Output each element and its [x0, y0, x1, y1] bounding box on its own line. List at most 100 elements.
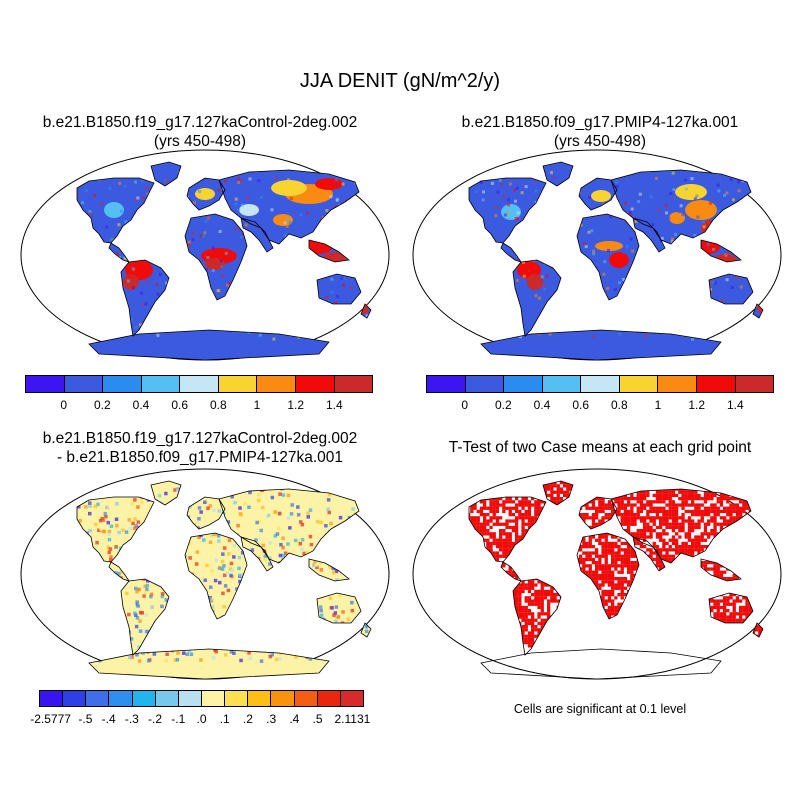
panel-3-title-line2: - b.e21.B1850.f09_g17.PMIP4-127ka.001 — [56, 449, 344, 466]
grid-cell — [290, 503, 294, 507]
significant-cell — [623, 509, 628, 514]
significant-cell — [620, 570, 624, 574]
significant-cell — [588, 567, 592, 571]
grid-cell — [217, 509, 222, 513]
significant-cell — [505, 545, 509, 549]
grid-cell — [145, 594, 150, 598]
significant-cell — [687, 522, 692, 526]
significant-cell — [585, 545, 589, 549]
significant-cell — [502, 532, 506, 536]
significant-cell — [710, 506, 714, 510]
significant-cell — [604, 548, 608, 552]
significant-cell — [620, 596, 624, 600]
significant-cell — [681, 513, 685, 517]
grid-cell — [136, 604, 140, 608]
grid-cell — [289, 512, 294, 516]
grid-cell — [234, 202, 238, 206]
grid-cell — [116, 252, 120, 256]
significant-cell — [502, 551, 506, 555]
significant-cell — [636, 509, 640, 514]
significant-cell — [716, 497, 720, 501]
significant-cell — [495, 522, 500, 526]
grid-cell — [158, 273, 162, 276]
significant-cell — [473, 519, 477, 523]
significant-cell — [620, 541, 624, 546]
significant-cell — [665, 513, 669, 517]
significant-cell — [595, 567, 599, 571]
significant-cell — [668, 545, 672, 549]
grid-cell — [352, 496, 357, 500]
significant-cell — [515, 516, 519, 520]
significant-cell — [553, 484, 557, 488]
significant-cell — [668, 503, 672, 507]
significant-cell — [495, 538, 500, 542]
significant-cell — [694, 541, 698, 546]
significant-cell — [703, 509, 708, 514]
grid-cell — [325, 209, 329, 212]
significant-cell — [611, 535, 615, 539]
grid-cell — [672, 188, 676, 191]
grid-cell — [138, 629, 143, 633]
grid-cell — [210, 597, 214, 602]
significant-cell — [713, 487, 717, 491]
grid-cell — [88, 504, 92, 508]
grid-cell — [522, 274, 526, 278]
grid-cell — [197, 535, 201, 539]
significant-cell — [649, 548, 653, 552]
grid-cell — [278, 492, 282, 496]
significant-cell — [707, 493, 711, 498]
significant-cell — [611, 586, 615, 590]
significant-cell — [515, 586, 519, 590]
significant-cell — [607, 506, 612, 510]
significant-cell — [604, 570, 608, 574]
panel-2-title-line1: b.e21.B1850.f09_g17.PMIP4-127ka.001 — [461, 114, 739, 131]
significant-cell — [527, 516, 532, 520]
significant-cell — [697, 545, 701, 549]
significant-cell — [681, 529, 685, 533]
significant-cell — [627, 551, 631, 555]
grid-cell — [302, 551, 306, 556]
significant-cell — [611, 602, 615, 606]
significant-cell — [697, 522, 701, 526]
significant-cell — [630, 513, 634, 517]
significant-cell — [604, 567, 608, 571]
significant-cell — [643, 516, 647, 520]
significant-cell — [630, 532, 634, 536]
grid-cell — [229, 573, 233, 578]
significant-cell — [636, 500, 640, 504]
grid-cell — [152, 652, 157, 656]
grid-cell — [615, 180, 619, 184]
significant-cell — [681, 500, 685, 504]
grid-cell — [299, 213, 303, 217]
significant-cell — [691, 551, 695, 555]
significant-cell — [713, 519, 717, 523]
grid-cell — [286, 542, 290, 546]
significant-cell — [697, 551, 701, 555]
grid-cell — [126, 279, 130, 283]
significant-cell — [700, 535, 704, 539]
grid-cell — [285, 218, 289, 222]
significant-cell — [543, 583, 548, 587]
significant-cell — [588, 557, 592, 562]
significant-cell — [479, 532, 484, 536]
significant-cell — [713, 525, 717, 530]
grid-cell — [239, 235, 243, 239]
significant-cell — [601, 599, 605, 603]
grid-cell — [365, 314, 369, 318]
significant-cell — [531, 593, 535, 597]
significant-cell — [470, 519, 474, 523]
significant-cell — [540, 586, 544, 590]
coastline-australia — [316, 273, 362, 305]
significant-cell — [684, 548, 688, 552]
grid-cell — [134, 180, 137, 184]
grid-cell — [361, 645, 365, 650]
grid-cell — [115, 502, 119, 506]
significant-cell — [582, 516, 586, 520]
grid-cell — [88, 210, 92, 213]
grid-cell — [338, 515, 343, 520]
significant-cell — [684, 532, 688, 536]
significant-cell — [598, 583, 602, 587]
grid-cell — [281, 553, 286, 558]
significant-cell — [659, 525, 663, 530]
grid-cell — [122, 255, 126, 259]
